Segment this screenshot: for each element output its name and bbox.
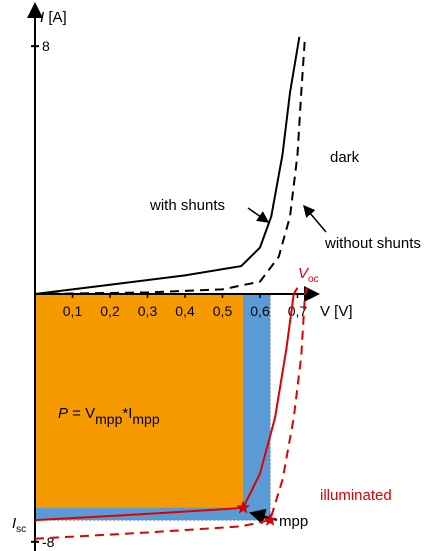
x-tick-label: 0,3 xyxy=(138,303,158,319)
x-tick-label: 0,1 xyxy=(63,303,83,319)
y-tick-label: 8 xyxy=(42,38,50,54)
isc-label: Isc xyxy=(12,515,26,535)
mpp-star xyxy=(263,512,278,526)
formula: P = Vmpp*Impp xyxy=(58,405,160,427)
y-tick-label: -8 xyxy=(42,534,55,550)
iv-curve xyxy=(34,36,306,295)
x-tick-label: 0,6 xyxy=(250,303,270,319)
pointer xyxy=(247,207,270,223)
x-axis-label: V [V] xyxy=(320,303,353,320)
mpp-star xyxy=(236,500,251,514)
iv-curve xyxy=(34,287,299,522)
x-tick-label: 0,4 xyxy=(175,303,195,319)
iv-curve xyxy=(34,36,301,295)
series-label: with shunts xyxy=(149,197,225,214)
mpp-label: mpp xyxy=(279,513,308,530)
series-label: without shunts xyxy=(324,235,421,252)
x-tick-label: 0,2 xyxy=(100,303,120,319)
y-axis-label: I [A] xyxy=(40,9,67,26)
voc-label: Voc xyxy=(298,265,319,285)
illuminated-label: illuminated xyxy=(320,487,392,504)
iv-curve xyxy=(34,287,308,540)
x-tick-label: 0,5 xyxy=(213,303,233,319)
dark-label: dark xyxy=(330,149,360,166)
power-rect xyxy=(35,293,244,508)
pointer xyxy=(303,204,327,233)
